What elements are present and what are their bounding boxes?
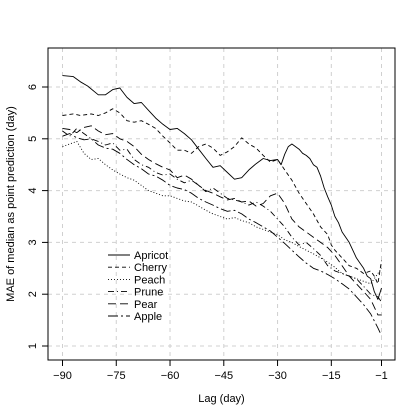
y-axis-label: MAE of median as point prediction (day) xyxy=(5,106,17,302)
y-tick-label: 6 xyxy=(27,84,39,90)
y-tick-label: 4 xyxy=(27,188,39,194)
x-tick-label: −60 xyxy=(161,370,180,382)
grid-lines xyxy=(48,48,395,360)
y-tick-label: 2 xyxy=(27,291,39,297)
series-line-apple xyxy=(62,133,382,336)
legend-label-pear: Pear xyxy=(134,299,158,311)
y-tick-label: 3 xyxy=(27,239,39,245)
x-tick-label: −15 xyxy=(322,370,341,382)
y-tick-label: 1 xyxy=(27,343,39,349)
series-line-prune xyxy=(62,127,382,303)
series-line-peach xyxy=(62,140,382,285)
legend-label-prune: Prune xyxy=(134,287,163,299)
legend-label-cherry: Cherry xyxy=(134,262,168,274)
x-axis-label: Lag (day) xyxy=(198,393,244,405)
x-tick-label: −75 xyxy=(107,370,126,382)
series-line-cherry xyxy=(62,108,382,285)
series-line-apricot xyxy=(62,75,382,300)
legend-label-peach: Peach xyxy=(134,274,165,286)
x-tick-label: −45 xyxy=(214,370,233,382)
x-tick-label: −90 xyxy=(53,370,72,382)
series-line-pear xyxy=(62,125,382,316)
legend-label-apple: Apple xyxy=(134,311,162,323)
plot-frame xyxy=(47,47,396,361)
x-axis: −90 −75 −60 −45 −30 −15 −1 xyxy=(53,360,388,382)
y-axis: 1 2 3 4 5 6 xyxy=(27,84,48,349)
series-lines xyxy=(62,75,382,336)
legend-label-apricot: Apricot xyxy=(134,250,168,262)
x-tick-label: −30 xyxy=(268,370,287,382)
y-tick-label: 5 xyxy=(27,136,39,142)
x-tick-label: −1 xyxy=(375,370,388,382)
